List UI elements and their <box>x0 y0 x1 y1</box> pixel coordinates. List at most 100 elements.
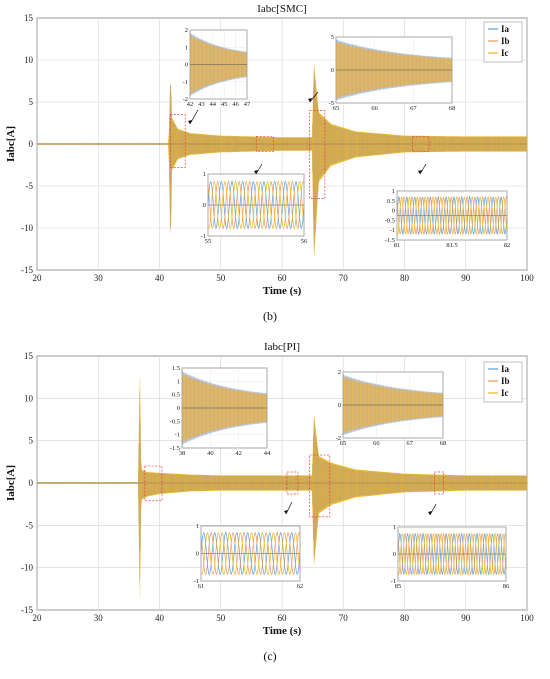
x-tick-label: 90 <box>461 613 471 623</box>
x-tick-label: 70 <box>339 613 349 623</box>
inset-x-tick-label: 66 <box>373 440 380 447</box>
x-tick-label: 80 <box>400 273 410 283</box>
pointer-arrow <box>309 91 319 103</box>
inset-x-tick-label: 44 <box>264 450 271 457</box>
inset-x-tick-label: 55 <box>205 238 212 245</box>
inset-traces <box>398 532 506 576</box>
zoom-region-box <box>170 114 186 168</box>
x-tick-label: 100 <box>520 613 534 623</box>
x-tick-label: 80 <box>400 613 410 623</box>
y-tick-label: 10 <box>24 55 34 65</box>
zoom-region-box <box>412 136 430 152</box>
inset-y-tick-label: -1 <box>194 578 199 585</box>
inset-y-tick-label: 1 <box>196 523 199 530</box>
pointer-arrow <box>255 163 263 175</box>
inset-y-tick-label: 1 <box>177 378 180 385</box>
pointer-arrowhead <box>308 98 312 102</box>
inset-wave-Ib <box>201 531 300 576</box>
inset-y-tick-label: 0 <box>338 402 341 409</box>
chart-title: Iabc[SMC] <box>257 3 307 15</box>
chart-panel-c: 20 30 40 50 60 70 80 90 100151050-5-10-15Iabc[PI… <box>5 341 534 663</box>
x-axis-label: Time (s) <box>263 285 302 297</box>
inset-x-tick-label: 67 <box>410 105 417 112</box>
inset-y-tick-label: 2 <box>185 27 188 34</box>
inset-y-tick-label: -0.5 <box>170 418 180 425</box>
inset-x-tick-label: 46 <box>232 101 239 108</box>
panel-label: (b) <box>263 309 277 323</box>
inset-wave-Ia <box>397 195 507 236</box>
inset-x-tick-label: 43 <box>198 101 205 108</box>
pointer-arrowhead <box>418 170 422 174</box>
pointer-arrowhead <box>284 510 288 514</box>
y-tick-label: -5 <box>26 520 34 530</box>
y-axis-label: Iabc[A] <box>5 126 17 162</box>
legend-entry-Ia: Ia <box>501 364 510 374</box>
zoom-region-box <box>309 110 326 199</box>
x-tick-label: 50 <box>216 613 226 623</box>
inset-y-tick-label: 0.5 <box>387 198 395 205</box>
x-tick-label: 60 <box>278 273 288 283</box>
inset-y-tick-label: 1.5 <box>172 365 180 372</box>
inset-traces <box>190 32 247 97</box>
inset-traces <box>397 195 507 236</box>
legend-entry-Ic: Ic <box>501 388 509 398</box>
chart-title: Iabc[PI] <box>264 341 300 353</box>
y-tick-label: -15 <box>21 265 33 275</box>
zoom-region-box <box>309 454 331 518</box>
inset-plot: 42 43 44 45 46 47 2 1 0 -1 -2 <box>183 27 251 108</box>
inset-y-tick-label: 0 <box>177 405 180 412</box>
inset-x-tick-label: 47 <box>244 101 251 108</box>
inset-y-tick-label: 2 <box>338 369 341 376</box>
inset-y-tick-label: -1 <box>175 432 180 439</box>
inset-x-tick-label: 42 <box>187 101 194 108</box>
inset-y-tick-label: 1 <box>392 188 395 195</box>
inset-wave-Ib <box>208 180 304 230</box>
chart-panel-b: 20 30 40 50 60 70 80 90 100151050-5-10-15Iabc[SM… <box>5 3 534 323</box>
inset-plot: 65 66 67 68 2 0 -2 <box>336 369 447 447</box>
y-tick-label: 0 <box>29 478 34 488</box>
y-tick-label: 0 <box>29 139 34 149</box>
pointer-arrow <box>419 163 427 175</box>
x-tick-label: 90 <box>461 273 471 283</box>
inset-traces <box>201 531 300 576</box>
inset-y-tick-label: 5 <box>331 34 334 41</box>
inset-y-tick-label: -0.5 <box>385 217 395 224</box>
x-tick-label: 20 <box>33 273 43 283</box>
y-tick-label: 5 <box>29 436 34 446</box>
inset-y-tick-label: 0 <box>331 67 334 74</box>
legend-entry-Ib: Ib <box>501 36 510 46</box>
x-tick-label: 100 <box>520 273 534 283</box>
inset-traces <box>343 374 443 436</box>
y-tick-label: 5 <box>29 97 34 107</box>
zoom-region-box <box>144 465 163 502</box>
inset-x-tick-label: 38 <box>179 450 186 457</box>
y-axis-label: Iabc[A] <box>5 465 17 501</box>
inset-traces <box>208 180 304 230</box>
inset-x-tick-label: 81.5 <box>446 242 457 249</box>
inset-plot: 38 40 42 44 1.5 1 0.5 0 -0.5 -1 -1.5 <box>170 365 271 457</box>
inset-x-tick-label: 65 <box>333 105 340 112</box>
inset-traces <box>182 371 267 445</box>
x-tick-label: 50 <box>216 273 226 283</box>
y-tick-label: 10 <box>24 393 34 403</box>
y-tick-label: -5 <box>26 181 34 191</box>
inset-x-tick-label: 82 <box>504 242 511 249</box>
legend-entry-Ic: Ic <box>501 48 509 58</box>
pointer-arrow <box>189 109 199 125</box>
inset-y-tick-label: -1 <box>391 578 396 585</box>
inset-x-tick-label: 86 <box>503 583 510 590</box>
inset-plot: 85 86 1 0 -1 <box>391 524 510 590</box>
legend-entry-Ib: Ib <box>501 376 510 386</box>
inset-y-tick-label: -5 <box>329 100 334 107</box>
panel-label: (c) <box>263 649 276 663</box>
inset-wave-Ib <box>397 195 507 236</box>
inset-y-tick-label: 0 <box>393 551 396 558</box>
x-tick-label: 40 <box>155 613 165 623</box>
inset-plot: 55 56 1 0 -1 <box>201 171 308 245</box>
inset-x-tick-label: 66 <box>371 105 378 112</box>
pointer-arrow <box>429 503 437 516</box>
inset-plot: 61 62 1 0 -1 <box>194 523 304 590</box>
inset-plot: 65 66 67 68 5 0 -5 <box>329 34 456 112</box>
